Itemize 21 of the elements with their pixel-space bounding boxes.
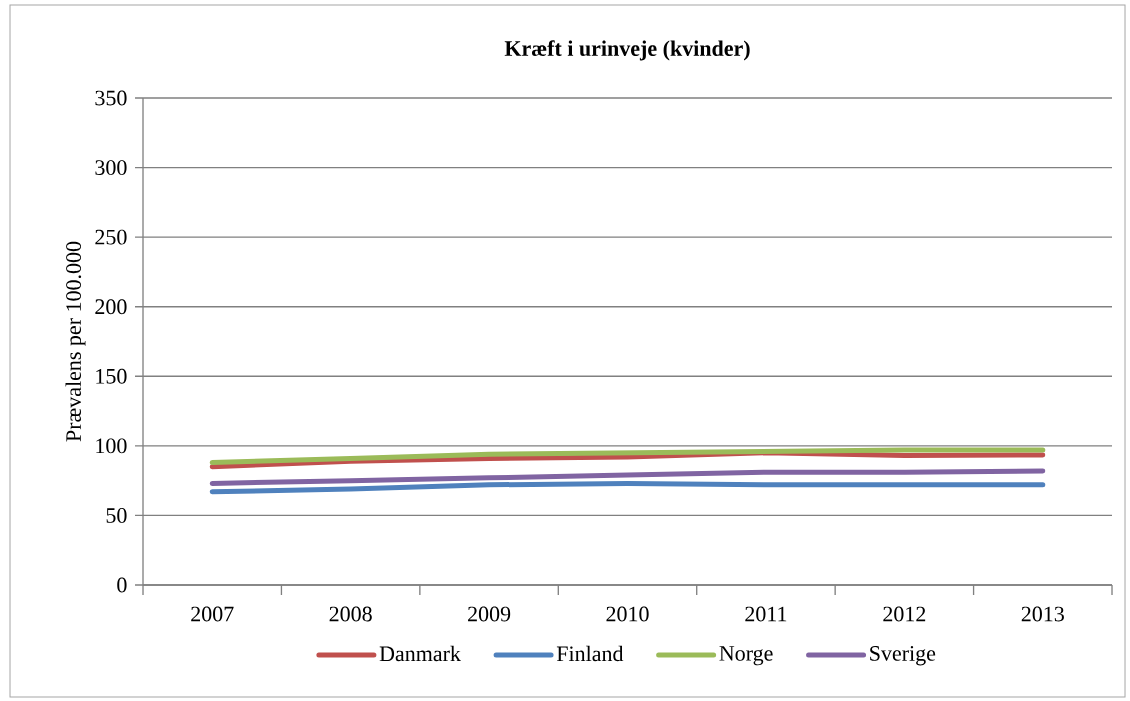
y-tick-label: 200 <box>95 299 127 315</box>
x-tick-label: 2013 <box>1021 606 1064 622</box>
y-tick-label: 300 <box>95 160 127 175</box>
x-tick-label: 2007 <box>191 606 234 622</box>
y-tick-label: 50 <box>106 508 127 523</box>
legend-label: Danmark <box>379 645 461 662</box>
y-tick-label: 350 <box>95 90 127 106</box>
x-tick-label: 2011 <box>745 606 787 622</box>
y-tick-label: 250 <box>95 229 127 245</box>
legend-label: Norge <box>719 646 773 666</box>
y-tick-label: 0 <box>117 577 127 593</box>
legend-label: Sverige <box>870 646 936 666</box>
chart-title: Kræft i urinveje (kvinder) <box>504 40 750 61</box>
y-tick-label: 150 <box>96 368 127 384</box>
legend-label: Finland <box>556 645 624 662</box>
x-tick-label: 2010 <box>606 606 649 622</box>
x-tick-label: 2012 <box>883 606 926 622</box>
x-tick-label: 2008 <box>329 606 372 622</box>
y-tick-label: 100 <box>96 438 127 454</box>
y-axis-title: Prævalens per 100.000 <box>65 241 86 442</box>
x-tick-label: 2009 <box>468 606 511 622</box>
